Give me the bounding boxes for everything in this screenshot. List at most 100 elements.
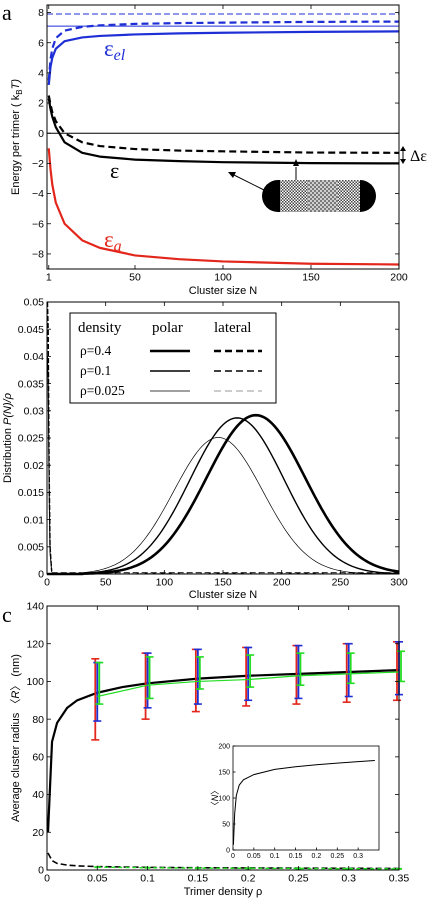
panel-c: c 0 0.05 0.1 0.15 0.2 0.25 0.3 0.35020406080100… xyxy=(2,601,409,898)
y-tick-label: 0.045 xyxy=(18,324,44,336)
panel-c-ylabel: Average cluster radius 〈R〉 (nm) xyxy=(9,654,22,822)
lateral-radius-curve xyxy=(47,852,400,870)
polar-distribution-line xyxy=(47,417,400,575)
panel-a-xlabel: Cluster size N xyxy=(189,285,258,297)
x-tick-label: 100 xyxy=(214,272,232,284)
inset-series xyxy=(232,760,375,845)
panel-b-legend: density polar lateral ρ=0.4 ρ=0.1 ρ=0.02… xyxy=(69,312,277,404)
y-tick-label: 0.025 xyxy=(18,433,44,445)
x-tick-label: 0.05 xyxy=(87,873,108,885)
panel-c-axes-frame xyxy=(46,605,400,871)
x-tick-label: 0.2 xyxy=(312,853,322,860)
x-tick-label: 0.15 xyxy=(289,853,303,860)
inset-frame xyxy=(232,745,380,851)
x-tick-label: 0.1 xyxy=(270,853,280,860)
x-tick-label: 0.3 xyxy=(341,873,356,885)
panel-b-xlabel: Cluster size N xyxy=(189,589,258,601)
legend-row-label: ρ=0.1 xyxy=(80,363,111,378)
y-tick-label: 140 xyxy=(26,601,44,613)
y-tick-label: 0.01 xyxy=(24,514,45,526)
inset-curve xyxy=(232,760,375,845)
x-tick-label: 0.25 xyxy=(288,873,309,885)
panel-a-lines xyxy=(47,13,399,134)
legend-line-samples xyxy=(150,349,262,392)
y-tick-label: 0.02 xyxy=(24,460,45,472)
x-tick-label: 0.1 xyxy=(140,873,155,885)
y-tick-label: 120 xyxy=(26,638,44,650)
panel-c-xlabel: Trimer density ρ xyxy=(184,886,263,898)
delta-eps-label: Δε xyxy=(410,148,427,165)
y-tick-label: 0.005 xyxy=(18,541,44,553)
eps-a-label: εa xyxy=(104,227,122,255)
x-tick-label: 0.25 xyxy=(330,853,344,860)
panel-c-label: c xyxy=(2,602,12,627)
x-tick-label: 200 xyxy=(390,272,408,284)
y-tick-label: 0 xyxy=(38,569,44,581)
x-tick-label: 150 xyxy=(302,272,320,284)
annotation-arrows xyxy=(228,159,299,191)
y-tick-label: 4 xyxy=(38,68,44,80)
y-tick-label: 0 xyxy=(38,865,44,877)
y-tick-label: 0 xyxy=(226,847,230,854)
y-tick-label: 100 xyxy=(218,795,230,802)
x-tick-label: 0.3 xyxy=(353,853,363,860)
panel-b-ylabel: Distribution P(N)/ρ xyxy=(2,393,14,483)
lateral-spike-line xyxy=(46,356,53,572)
x-tick-label: 250 xyxy=(332,577,350,589)
panel-a-axes-frame xyxy=(46,4,400,270)
x-tick-label: 100 xyxy=(156,577,174,589)
y-tick-label: 20 xyxy=(32,827,44,839)
x-tick-label: 50 xyxy=(129,272,141,284)
y-tick-label: 0.015 xyxy=(18,487,44,499)
panel-a-label: a xyxy=(2,0,12,25)
x-tick-label: 0 xyxy=(231,853,235,860)
x-tick-label: 0.2 xyxy=(241,873,256,885)
inset-ylabel: 〈N〉 xyxy=(210,786,220,811)
y-tick-label: 200 xyxy=(218,743,230,750)
x-tick-label: 0.35 xyxy=(389,873,410,885)
x-tick-label: 0.15 xyxy=(188,873,209,885)
y-tick-label: 100 xyxy=(26,676,44,688)
green-series-line xyxy=(97,671,400,698)
series-line xyxy=(47,95,400,154)
inset-ticks: 0 0.05 0.1 0.15 0.2 0.25 0.3 0 50 100 150 200 xyxy=(218,743,363,860)
delta-eps-arrow xyxy=(400,146,406,164)
legend-header-lateral: lateral xyxy=(214,320,251,336)
eps-el-label: εel xyxy=(104,36,126,64)
legend-row-label: ρ=0.4 xyxy=(80,343,111,358)
legend-row-label: ρ=0.025 xyxy=(80,383,125,398)
polar-distribution-line xyxy=(47,437,400,575)
x-tick-label: 1 xyxy=(46,272,52,284)
trimer-cluster-illustration xyxy=(262,180,376,212)
x-tick-label: 0.05 xyxy=(247,853,261,860)
series-line xyxy=(47,20,400,81)
y-tick-label: −6 xyxy=(32,218,44,230)
y-tick-label: 50 xyxy=(222,821,230,828)
x-tick-label: 200 xyxy=(273,577,291,589)
y-tick-label: −8 xyxy=(32,249,44,261)
y-tick-label: 60 xyxy=(32,752,44,764)
y-tick-label: 40 xyxy=(32,789,44,801)
y-tick-label: 2 xyxy=(38,98,44,110)
x-tick-label: 0 xyxy=(44,577,50,589)
legend-header-density: density xyxy=(78,320,122,336)
y-tick-label: 0.035 xyxy=(18,378,44,390)
panel-a-series xyxy=(47,20,400,266)
panel-b-ticks: 0 50 100 150 200 250 300 0 0.005 0.01 0.015 0.02 0.0… xyxy=(18,297,408,589)
y-tick-label: 6 xyxy=(38,37,44,49)
y-tick-label: 0.03 xyxy=(24,405,45,417)
series-line xyxy=(47,148,400,266)
y-tick-label: 150 xyxy=(218,769,230,776)
y-tick-label: 0.05 xyxy=(24,297,45,309)
legend-box xyxy=(69,312,277,404)
x-tick-label: 0 xyxy=(44,873,50,885)
series-line xyxy=(47,30,400,86)
panel-a-ylabel: Energy per trimer ( kBT) xyxy=(10,79,24,195)
legend-header-polar: polar xyxy=(152,320,183,336)
y-tick-label: 8 xyxy=(38,7,44,19)
panel-c-ticks: 0 0.05 0.1 0.15 0.2 0.25 0.3 0.3502040608010012… xyxy=(26,601,409,885)
inset-chart: 0 0.05 0.1 0.15 0.2 0.25 0.3 0 50 100 150 200 〈N〉 xyxy=(210,743,380,860)
